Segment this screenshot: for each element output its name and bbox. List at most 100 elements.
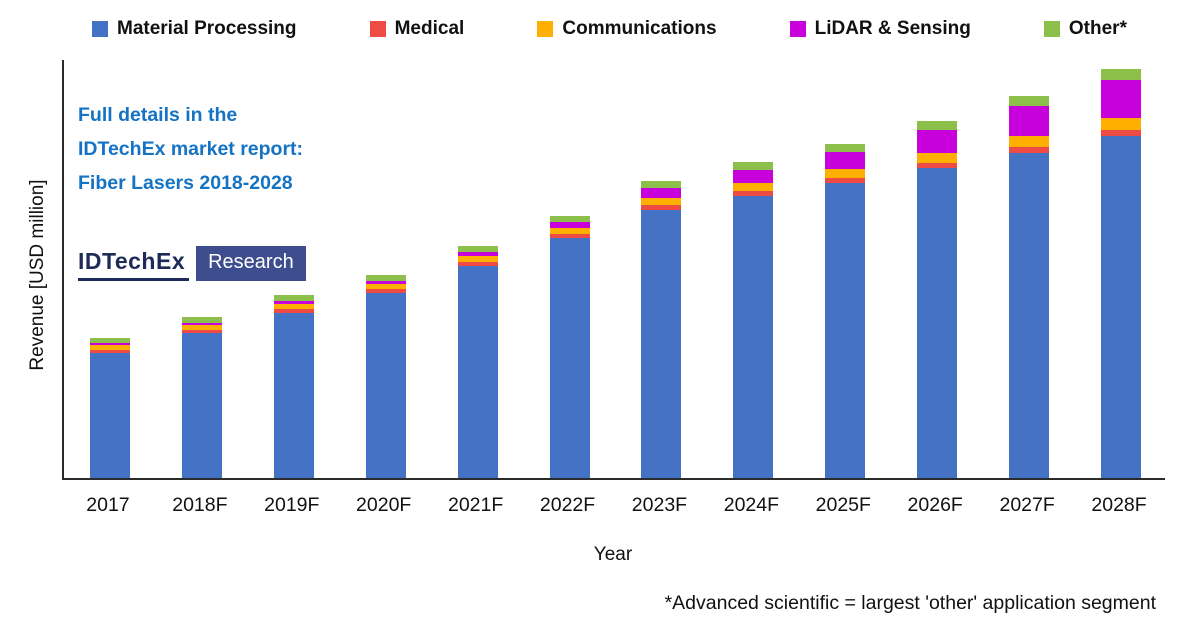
bar-segment — [917, 121, 958, 131]
bar-segment — [917, 163, 958, 168]
stacked-bar-2022F — [549, 216, 590, 478]
bar-segment — [365, 275, 406, 282]
bar-segment — [457, 246, 498, 252]
legend-label: Other* — [1068, 18, 1127, 39]
bar-segment — [273, 301, 314, 305]
stacked-bar-2028F — [1101, 68, 1142, 478]
x-tick-label: 2021F — [447, 494, 504, 516]
bar-segment — [825, 182, 866, 478]
bar-segment — [365, 289, 406, 294]
bar-segment — [181, 317, 222, 324]
x-tick-label: 2020F — [356, 494, 412, 516]
legend-swatch-icon — [537, 21, 554, 37]
bar-segment — [641, 188, 682, 199]
x-axis-ticks: 2017 2018F 2019F 2020F 2021F 2022F 2023F 2024F 2… — [62, 494, 1165, 520]
chart-legend: Material Processing Medical Communications… — [92, 18, 1127, 40]
bar-segment — [457, 266, 498, 478]
idtechex-logo: IDTechEx Research — [78, 246, 306, 281]
bar-segment — [181, 323, 222, 326]
logo-brand-text: IDTechEx — [78, 246, 190, 281]
bar-segment — [825, 178, 866, 183]
bar-segment — [641, 198, 682, 206]
stacked-bar-2025F — [825, 143, 866, 478]
bar-segment — [1009, 96, 1050, 107]
x-tick-label: 2023F — [631, 494, 688, 516]
legend-label: LiDAR & Sensing — [814, 18, 971, 39]
report-annotation: Full details in the IDTechEx market repo… — [78, 98, 303, 200]
legend-swatch-icon — [369, 21, 386, 37]
bar-segment — [1101, 118, 1142, 130]
annotation-line-3: Fiber Lasers 2018-2028 — [78, 172, 293, 195]
bar-segment — [733, 183, 774, 192]
bar-segment — [273, 304, 314, 310]
bar-segment — [273, 313, 314, 478]
bar-segment — [549, 228, 590, 234]
x-tick-label: 2025F — [815, 494, 871, 516]
annotation-line-2: IDTechEx market report: — [78, 138, 304, 161]
x-tick-label: 2019F — [264, 494, 320, 516]
bar-segment — [641, 205, 682, 210]
bar-segment — [917, 153, 958, 164]
bar-segment — [89, 338, 130, 344]
footnote: *Advanced scientific = largest 'other' a… — [664, 592, 1156, 614]
bar-segment — [457, 256, 498, 262]
bar-segment — [273, 295, 314, 302]
bar-segment — [917, 130, 958, 154]
stacked-bar-2021F — [457, 246, 498, 478]
bar-segment — [1009, 147, 1050, 154]
bar-segment — [457, 252, 498, 256]
bar-segment — [89, 350, 130, 354]
legend-item-2: Medical — [369, 18, 465, 40]
bar-segment — [1101, 68, 1142, 80]
bar-segment — [365, 293, 406, 478]
bar-segment — [273, 309, 314, 314]
legend-label: Medical — [394, 18, 465, 39]
legend-label: Material Processing — [117, 18, 297, 39]
bar-segment — [365, 281, 406, 285]
x-axis-title: Year — [593, 544, 633, 565]
bar-segment — [1009, 153, 1050, 478]
bar-segment — [181, 333, 222, 478]
bar-segment — [457, 262, 498, 266]
bar-segment — [365, 284, 406, 290]
stacked-bar-2027F — [1009, 96, 1050, 478]
bar-segment — [549, 234, 590, 238]
legend-item-1: Material Processing — [92, 18, 297, 40]
bar-segment — [733, 162, 774, 171]
bar-segment — [1009, 106, 1050, 137]
bar-segment — [733, 191, 774, 196]
stacked-bar-2020F — [365, 275, 406, 478]
bar-segment — [181, 325, 222, 331]
stacked-bar-2017 — [89, 338, 130, 478]
legend-item-3: Communications — [537, 18, 717, 40]
x-tick-label: 2022F — [539, 494, 596, 516]
legend-swatch-icon — [92, 21, 108, 37]
bar-segment — [917, 168, 958, 478]
legend-label: Communications — [562, 18, 717, 39]
legend-swatch-icon — [1043, 21, 1060, 37]
stacked-bar-2018F — [181, 317, 222, 478]
bar-segment — [89, 345, 130, 351]
bar-segment — [641, 210, 682, 478]
bar-segment — [825, 169, 866, 179]
bar-segment — [1101, 80, 1142, 118]
stacked-bar-2024F — [733, 162, 774, 478]
x-tick-label: 2017 — [86, 494, 130, 516]
bar-segment — [89, 343, 130, 346]
legend-item-5: Other* — [1043, 18, 1127, 40]
bar-segment — [549, 238, 590, 478]
annotation-line-1: Full details in the — [78, 104, 238, 126]
bar-segment — [641, 180, 682, 189]
legend-swatch-icon — [789, 21, 806, 37]
bar-segment — [549, 216, 590, 222]
bar-segment — [825, 143, 866, 153]
legend-item-4: LiDAR & Sensing — [789, 18, 971, 40]
plot-area — [62, 60, 1165, 480]
bar-segment — [733, 170, 774, 184]
bar-segment — [825, 152, 866, 170]
bar-segment — [733, 196, 774, 478]
stacked-bar-2023F — [641, 180, 682, 478]
x-tick-label: 2024F — [723, 494, 780, 516]
bar-segment — [1101, 130, 1142, 136]
